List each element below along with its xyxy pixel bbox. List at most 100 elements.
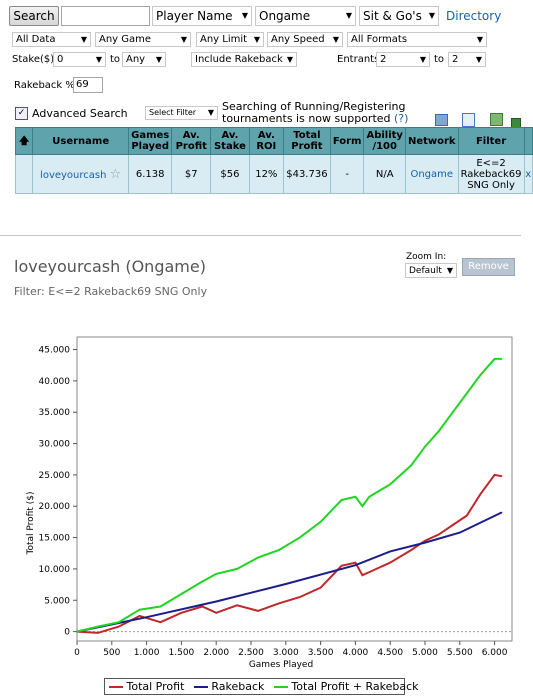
refresh-icon[interactable] (490, 113, 503, 126)
search-button[interactable]: Search (9, 6, 59, 26)
rakeback-percent-input[interactable]: 69 (73, 77, 103, 93)
chevron-down-icon: ▼ (475, 55, 482, 64)
stake-from-select[interactable]: 0 ▼ (53, 52, 106, 67)
col-form[interactable]: Form (329, 127, 365, 155)
series-point (257, 610, 259, 612)
col-total-profit[interactable]: Total Profit (283, 127, 331, 155)
legend-combined-swatch (273, 686, 288, 688)
chevron-down-icon: ▼ (155, 55, 162, 64)
entrants-to-select[interactable]: 2 ▼ (448, 52, 486, 67)
series-point (180, 593, 183, 595)
stake-to-value: Any (126, 54, 146, 65)
col-av-profit[interactable]: Av. Profit (171, 127, 212, 155)
total-profit-cell: $43.736 (283, 154, 331, 194)
x-tick-label: 4.000 (343, 648, 369, 658)
series-point (424, 539, 426, 542)
entrants-from-select[interactable]: 2 ▼ (376, 52, 430, 67)
col-ability[interactable]: Ability /100 (363, 127, 406, 155)
chevron-down-icon: ▼ (332, 35, 339, 44)
table-header-row: 🡅 Username Games Played Av. Profit Av. S… (14, 127, 533, 155)
col-av-roi[interactable]: Av. ROI (248, 127, 285, 155)
series-point (159, 621, 162, 623)
filter-cell: E<=2 Rakeback69 SNG Only (457, 154, 525, 194)
col-games-played[interactable]: Games Played (128, 127, 173, 155)
col-remove (523, 127, 533, 155)
y-tick-label: 10.000 (39, 565, 71, 575)
network-link[interactable]: Ongame (410, 168, 454, 180)
zoom-select[interactable]: Default ▼ (405, 263, 457, 278)
av-roi-cell: 12% (248, 154, 285, 194)
ability-cell: N/A (363, 154, 406, 194)
chart-legend: Total Profit Rakeback Total Profit + Rak… (104, 678, 419, 695)
stake-to-select[interactable]: Any ▼ (122, 52, 166, 67)
entrants-from-value: 2 (380, 54, 387, 65)
directory-link[interactable]: Directory (446, 9, 502, 23)
stake-from-value: 0 (57, 54, 64, 65)
game-select[interactable]: Any Game ▼ (95, 32, 191, 47)
legend-total-profit: Total Profit (126, 680, 185, 693)
series-point (340, 499, 343, 501)
series-point (389, 550, 392, 553)
chevron-down-icon: ▼ (419, 55, 426, 64)
chevron-down-icon: ▼ (253, 35, 260, 44)
plot-area (76, 336, 513, 642)
x-tick-label: 0 (74, 648, 80, 658)
x-tick-label: 3.000 (273, 648, 299, 658)
remove-row-button[interactable]: x (525, 168, 532, 180)
advanced-search-label: Advanced Search (32, 107, 128, 120)
col-filter[interactable]: Filter (457, 127, 525, 155)
notice-line-2: tournaments is now supported (222, 112, 391, 125)
search-input[interactable] (61, 6, 150, 26)
series-point (361, 574, 364, 576)
chevron-down-icon: ▼ (428, 11, 435, 20)
legend-rakeback-swatch (193, 686, 208, 688)
series-point (201, 580, 204, 583)
select-filter-value: Select Filter (149, 108, 197, 117)
graph-filter-text: Filter: E<=2 Rakeback69 SNG Only (14, 285, 208, 298)
speed-select[interactable]: Any Speed ▼ (267, 32, 343, 47)
series-point (236, 604, 238, 607)
x-tick-label: 6.000 (482, 648, 508, 658)
series-point (500, 511, 503, 514)
rakeback-mode-select[interactable]: Include Rakeback ▼ (191, 52, 297, 67)
col-av-stake[interactable]: Av. Stake (210, 127, 250, 155)
limit-select[interactable]: Any Limit ▼ (196, 32, 264, 47)
formats-select[interactable]: All Formats ▼ (347, 32, 487, 47)
export-icon[interactable] (435, 114, 448, 126)
series-point (278, 602, 280, 605)
rakeback-mode-value: Include Rakeback (195, 54, 283, 65)
advanced-search-checkbox[interactable]: ✓ (15, 107, 28, 120)
player-graph-title: loveyourcash (Ongame) (14, 257, 206, 276)
x-tick-label: 3.500 (308, 648, 334, 658)
col-username[interactable]: Username (32, 127, 130, 155)
network-select[interactable]: Ongame ▼ (255, 6, 356, 26)
chevron-down-icon: ▼ (286, 55, 293, 64)
game-type-select[interactable]: Sit & Go's ▼ (359, 6, 439, 26)
favorite-star-icon[interactable]: ☆ (109, 166, 122, 182)
y-axis-label: Total Profit ($) (26, 492, 36, 556)
remove-graph-button[interactable]: Remove (462, 258, 515, 276)
player-name-select[interactable]: Player Name ▼ (152, 6, 252, 26)
data-select[interactable]: All Data ▼ (12, 32, 91, 47)
series-point (145, 616, 148, 618)
series-line-0 (76, 473, 502, 634)
series-point (215, 573, 217, 575)
table-row: loveyourcash ☆ 6.138 $7 $56 12% $43.736 … (14, 154, 533, 194)
series-point (361, 505, 364, 508)
game-type-value: Sit & Go's (363, 9, 422, 23)
document-icon[interactable] (462, 113, 475, 127)
series-point (354, 564, 357, 566)
speed-value: Any Speed (271, 34, 325, 45)
select-filter-dropdown[interactable]: Select Filter ▼ (145, 106, 218, 120)
notice-help-link[interactable]: (?) (394, 112, 409, 125)
sort-arrow-icon[interactable]: 🡅 (14, 127, 34, 155)
x-tick-label: 1.500 (169, 648, 195, 658)
y-tick-label: 20.000 (39, 502, 71, 512)
chevron-down-icon: ▼ (95, 55, 102, 64)
series-point (138, 615, 141, 617)
series-point (452, 411, 454, 414)
av-profit-cell: $7 (171, 154, 212, 194)
col-network[interactable]: Network (404, 127, 459, 155)
legend-combined: Total Profit + Rakeback (291, 680, 419, 693)
username-link[interactable]: loveyourcash (40, 169, 107, 181)
